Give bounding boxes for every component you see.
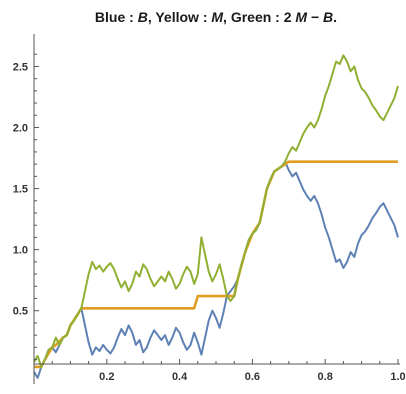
chart-title-part: B (138, 9, 148, 25)
chart-title-part: − (307, 9, 323, 25)
chart-title-part: B (323, 9, 333, 25)
x-tick-label: 0.4 (172, 371, 188, 383)
x-tick-label: 1.0 (390, 371, 405, 383)
chart-title-part: M (211, 9, 223, 25)
x-tick-label: 0.2 (99, 371, 114, 383)
series-yellow-m (34, 160, 398, 369)
y-tick-label: 1.0 (13, 245, 28, 257)
chart-title-part: , Green : 2 (223, 9, 295, 25)
series-blue-b (33, 160, 399, 379)
chart-title-part: . (333, 9, 337, 25)
x-tick-label: 0.8 (318, 371, 333, 383)
x-tick-label: 0.6 (245, 371, 260, 383)
y-tick-label: 1.5 (13, 184, 28, 196)
y-tick-label: 2.5 (13, 61, 28, 73)
chart-title-part: Blue : (95, 9, 138, 25)
series-green-2m-minus-b (33, 54, 399, 368)
axes-layer: 0.5 1.0 1.5 2.0 2.5 0.2 0.4 0.6 0.8 1.0 (13, 34, 406, 384)
chart-title-part: , Yellow : (148, 9, 212, 25)
chart-title-part: M (295, 9, 307, 25)
y-tick-label: 2.0 (13, 123, 28, 135)
series-layer (33, 54, 399, 379)
y-tick-label: 0.5 (13, 306, 28, 318)
chart-title: Blue : B, Yellow : M, Green : 2 M − B. (95, 9, 337, 25)
